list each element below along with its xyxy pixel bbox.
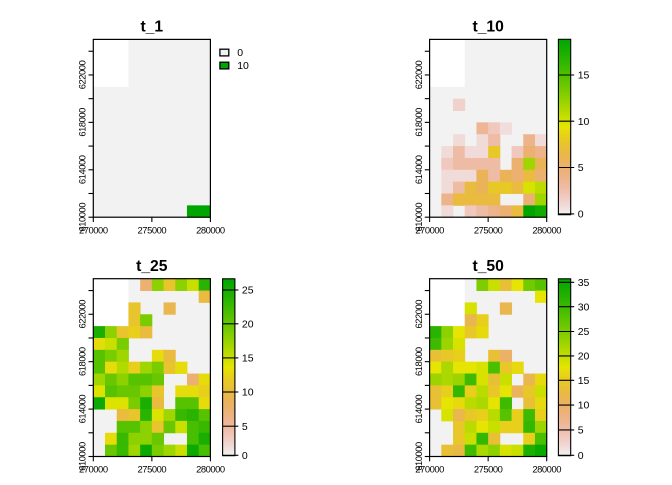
svg-text:618000: 618000 xyxy=(413,108,424,137)
svg-text:t_50: t_50 xyxy=(472,258,504,275)
svg-text:270000: 270000 xyxy=(415,464,444,475)
svg-text:20: 20 xyxy=(242,318,254,330)
svg-text:10: 10 xyxy=(237,60,249,72)
svg-text:35: 35 xyxy=(578,277,590,289)
svg-text:618000: 618000 xyxy=(77,347,88,376)
svg-text:622000: 622000 xyxy=(413,60,424,89)
svg-text:5: 5 xyxy=(578,425,584,437)
svg-text:280000: 280000 xyxy=(196,224,225,235)
svg-text:t_10: t_10 xyxy=(472,19,504,36)
svg-text:614000: 614000 xyxy=(77,395,88,424)
svg-text:0: 0 xyxy=(242,450,248,462)
svg-text:614000: 614000 xyxy=(77,155,88,184)
svg-text:270000: 270000 xyxy=(79,464,108,475)
svg-text:270000: 270000 xyxy=(79,224,108,235)
svg-text:275000: 275000 xyxy=(138,464,167,475)
svg-text:15: 15 xyxy=(578,375,590,387)
svg-text:280000: 280000 xyxy=(196,464,225,475)
svg-text:270000: 270000 xyxy=(415,224,444,235)
svg-text:622000: 622000 xyxy=(413,300,424,329)
svg-text:10: 10 xyxy=(578,116,590,128)
svg-text:0: 0 xyxy=(237,47,243,59)
svg-text:610000: 610000 xyxy=(77,203,88,232)
svg-text:275000: 275000 xyxy=(138,224,167,235)
svg-text:10: 10 xyxy=(578,400,590,412)
svg-text:610000: 610000 xyxy=(413,203,424,232)
svg-text:275000: 275000 xyxy=(474,224,503,235)
svg-text:618000: 618000 xyxy=(413,347,424,376)
svg-text:t_25: t_25 xyxy=(136,258,168,275)
svg-text:15: 15 xyxy=(242,353,254,365)
svg-text:20: 20 xyxy=(578,351,590,363)
svg-text:25: 25 xyxy=(242,285,254,297)
svg-text:t_1: t_1 xyxy=(140,19,163,36)
svg-text:0: 0 xyxy=(578,209,584,221)
svg-text:610000: 610000 xyxy=(77,442,88,471)
svg-text:0: 0 xyxy=(578,450,584,462)
svg-text:5: 5 xyxy=(578,162,584,174)
svg-text:15: 15 xyxy=(578,70,590,82)
svg-text:614000: 614000 xyxy=(413,155,424,184)
svg-text:618000: 618000 xyxy=(77,108,88,137)
svg-text:614000: 614000 xyxy=(413,395,424,424)
svg-text:30: 30 xyxy=(578,301,590,313)
svg-text:622000: 622000 xyxy=(77,60,88,89)
svg-text:280000: 280000 xyxy=(532,224,561,235)
svg-text:25: 25 xyxy=(578,326,590,338)
svg-text:275000: 275000 xyxy=(474,464,503,475)
svg-text:280000: 280000 xyxy=(532,464,561,475)
svg-text:622000: 622000 xyxy=(77,300,88,329)
svg-text:5: 5 xyxy=(242,421,248,433)
svg-text:610000: 610000 xyxy=(413,442,424,471)
svg-text:10: 10 xyxy=(242,387,254,399)
